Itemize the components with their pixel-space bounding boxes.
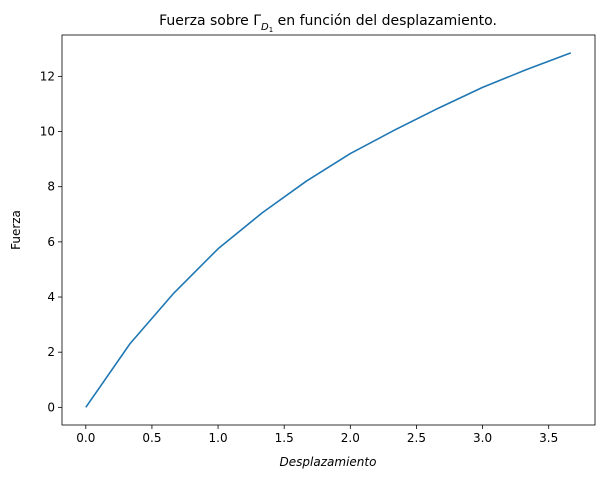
x-tick-label: 1.0 <box>209 431 228 445</box>
chart-title-subsubscript: 1 <box>269 26 273 34</box>
x-tick-label: 2.0 <box>341 431 360 445</box>
y-tick-label: 0 <box>47 400 55 414</box>
y-tick-label: 8 <box>47 180 55 194</box>
y-axis-label: Fuerza <box>9 210 23 250</box>
chart-title-prefix: Fuerza sobre Γ <box>159 13 261 29</box>
x-axis-label: Desplazamiento <box>280 455 377 469</box>
y-tick-label: 6 <box>47 235 55 249</box>
y-tick-label: 4 <box>47 290 55 304</box>
plot-area: 0.0 0.5 1.0 1.5 2.0 2.5 3.0 3.5 0 2 4 6 8 10 12 <box>40 34 596 445</box>
x-tick-label: 0.5 <box>142 431 161 445</box>
y-tick-label: 10 <box>40 125 55 139</box>
y-tick-label: 2 <box>47 345 55 359</box>
x-tick-label: 2.5 <box>407 431 426 445</box>
chart-title-suffix: en función del desplazamiento. <box>273 13 497 29</box>
axes-frame <box>61 34 596 426</box>
x-tick-label: 1.5 <box>275 431 294 445</box>
chart-title: Fuerza sobre ΓD1 en función del desplaza… <box>159 13 497 34</box>
x-tick-label: 3.5 <box>539 431 558 445</box>
chart-title-subscript: D <box>261 22 269 33</box>
series-line <box>85 52 572 408</box>
y-tick-label: 12 <box>40 69 55 83</box>
x-tick-label: 3.0 <box>473 431 492 445</box>
x-tick-label: 0.0 <box>76 431 95 445</box>
